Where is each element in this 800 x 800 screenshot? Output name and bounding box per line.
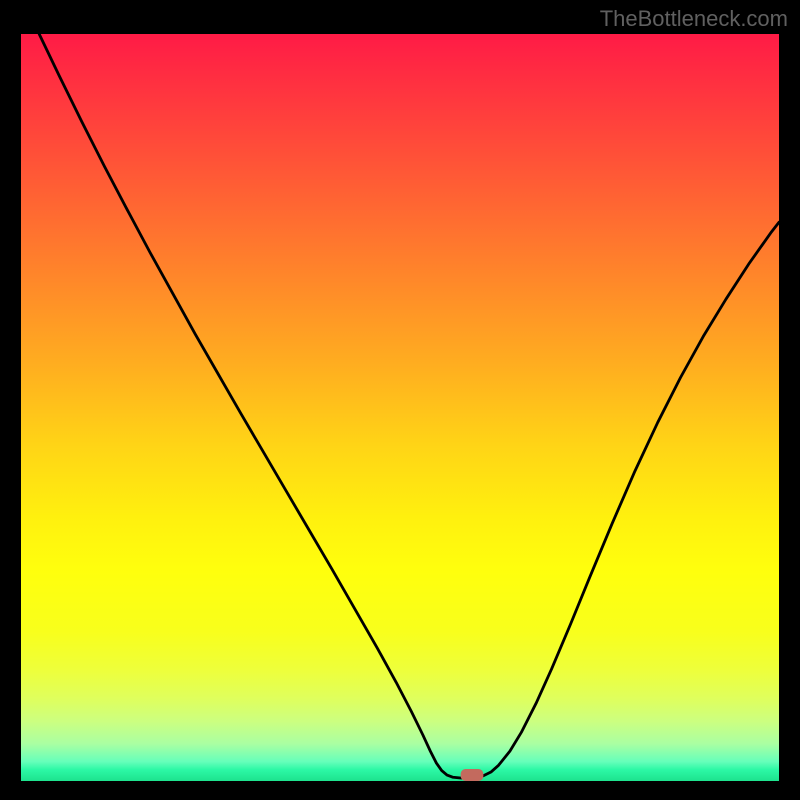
- watermark-text: TheBottleneck.com: [600, 6, 788, 32]
- chart-container: TheBottleneck.com: [0, 0, 800, 800]
- bottleneck-chart: [0, 0, 800, 800]
- chart-marker: [461, 769, 484, 781]
